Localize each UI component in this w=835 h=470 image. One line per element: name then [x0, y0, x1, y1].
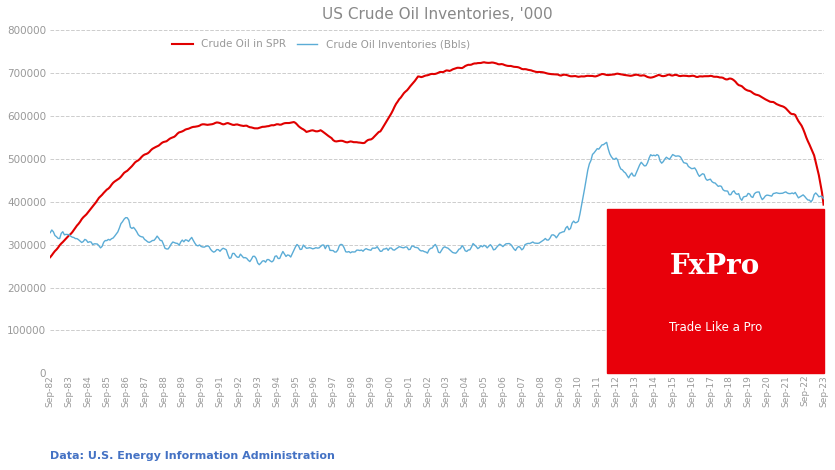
Crude Oil Inventories (Bbls): [45, 230, 55, 235]
Line: Crude Oil Inventories (Bbls): Crude Oil Inventories (Bbls): [50, 142, 823, 265]
Crude Oil Inventories (Bbls): [597, 142, 607, 148]
Title: US Crude Oil Inventories, '000: US Crude Oil Inventories, '000: [321, 7, 552, 22]
Crude Oil Inventories (Bbls): [255, 262, 265, 267]
Crude Oil in SPR: [770, 100, 780, 106]
Crude Oil in SPR: [597, 71, 607, 77]
Crude Oil in SPR: [818, 202, 828, 207]
Crude Oil in SPR: [289, 119, 299, 125]
Crude Oil Inventories (Bbls): [250, 253, 260, 259]
Crude Oil Inventories (Bbls): [818, 196, 828, 201]
Crude Oil in SPR: [250, 125, 260, 131]
Crude Oil in SPR: [807, 149, 817, 155]
Crude Oil Inventories (Bbls): [772, 190, 782, 196]
Crude Oil Inventories (Bbls): [291, 244, 301, 250]
Crude Oil Inventories (Bbls): [809, 192, 819, 197]
Crude Oil in SPR: [729, 78, 739, 83]
Crude Oil Inventories (Bbls): [602, 140, 612, 145]
Line: Crude Oil in SPR: Crude Oil in SPR: [50, 62, 823, 257]
Crude Oil in SPR: [479, 59, 489, 65]
Text: Trade Like a Pro: Trade Like a Pro: [669, 321, 762, 334]
Crude Oil in SPR: [45, 254, 55, 260]
Text: FxPro: FxPro: [671, 253, 761, 280]
Crude Oil Inventories (Bbls): [731, 191, 741, 196]
Text: Data: U.S. Energy Information Administration: Data: U.S. Energy Information Administra…: [50, 451, 335, 461]
Legend: Crude Oil in SPR, Crude Oil Inventories (Bbls): Crude Oil in SPR, Crude Oil Inventories …: [168, 35, 474, 54]
